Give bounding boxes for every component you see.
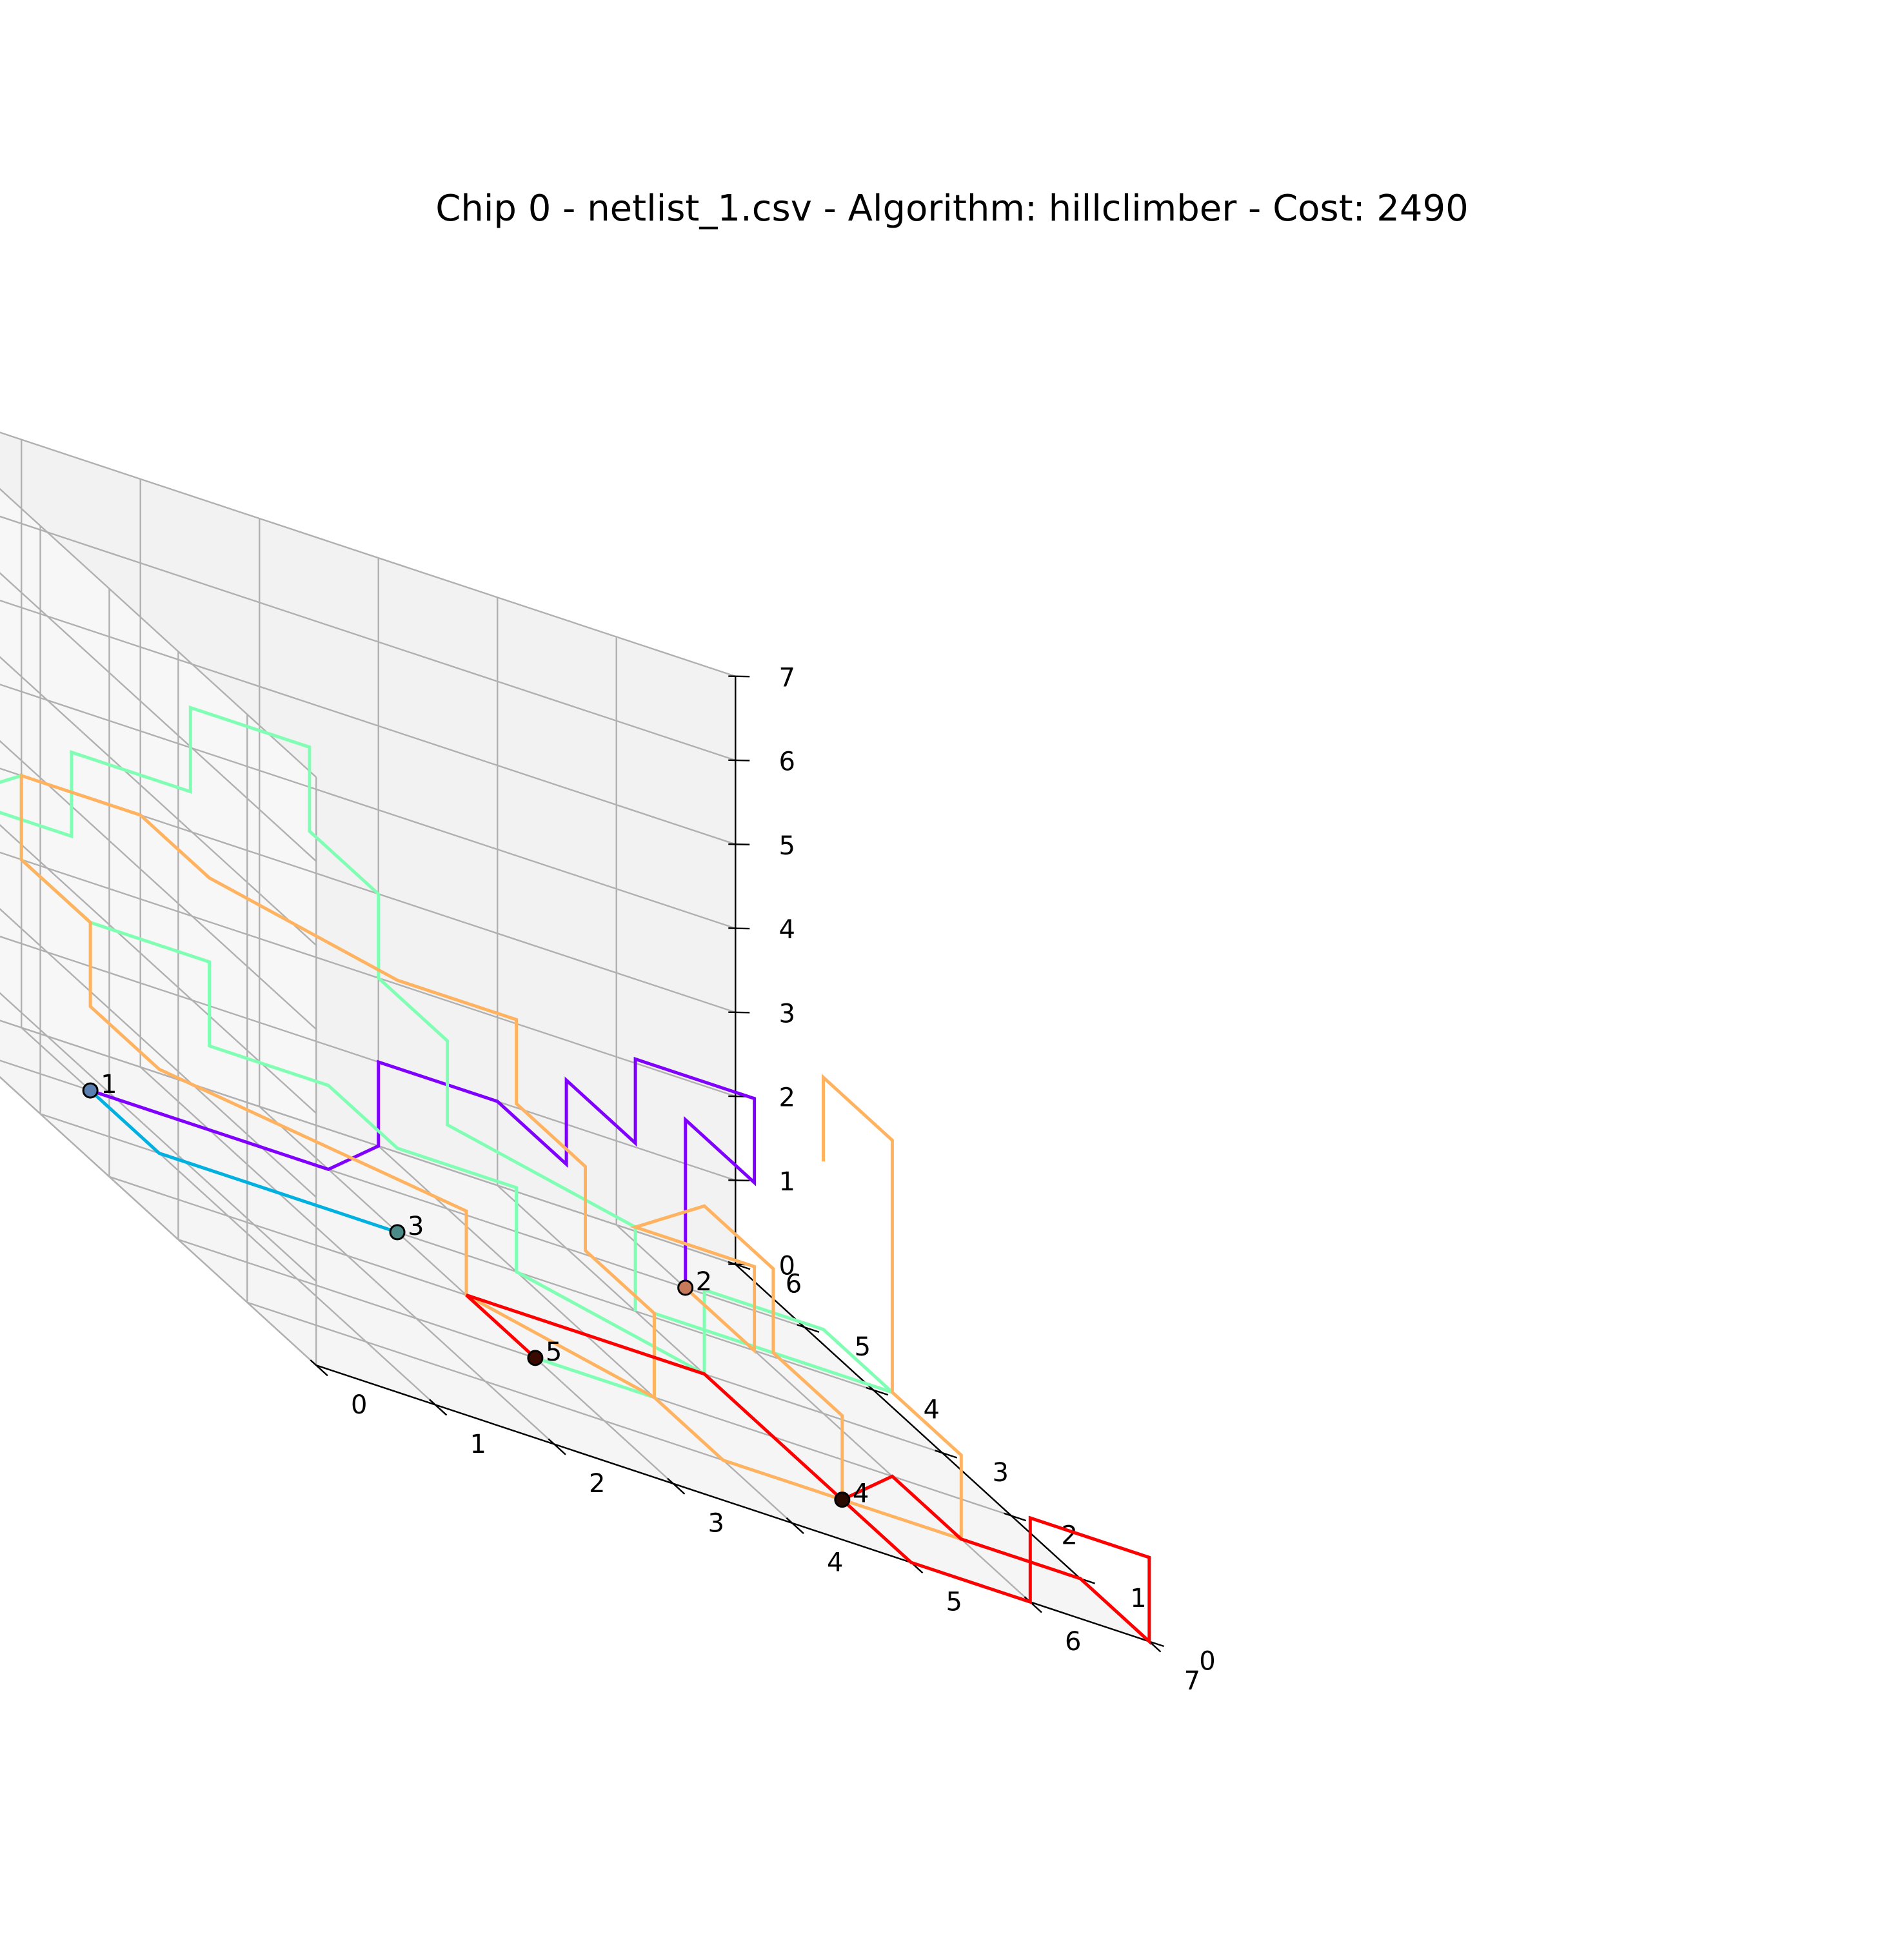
gate-point	[389, 1224, 406, 1241]
y-axis-tick-label: 1	[1130, 1584, 1146, 1613]
gate-label: 1	[101, 1070, 117, 1099]
z-axis-tick-label: 0	[779, 1251, 795, 1281]
grid-line	[0, 515, 736, 762]
chart-panes	[0, 432, 1149, 1642]
z-axis-tick	[728, 1011, 750, 1014]
x-axis-tick-label: 0	[351, 1390, 367, 1420]
gate-label: 5	[546, 1337, 562, 1367]
grid-line	[0, 740, 317, 1030]
z-axis-tick-label: 7	[779, 663, 795, 693]
y-axis-tick	[935, 1450, 958, 1459]
x-axis-tick-label: 4	[827, 1548, 843, 1578]
z-axis-tick	[728, 675, 750, 678]
wire-5	[465, 1294, 1151, 1646]
grid-line	[0, 656, 317, 946]
gate-points: 1 2 3 4 5	[82, 1070, 869, 1509]
grid-line	[0, 431, 736, 677]
gate-point	[834, 1492, 851, 1508]
chart-title: Chip 0 - netlist_1.csv - Algorithm: hill…	[435, 188, 1469, 230]
y-axis-tick	[728, 1261, 751, 1270]
y-axis-tick-label: 6	[786, 1270, 802, 1299]
x-axis-tick-label: 1	[470, 1430, 486, 1459]
y-axis-tick	[797, 1324, 820, 1333]
grid-line	[0, 1076, 317, 1366]
x-axis-tick	[667, 1477, 686, 1495]
wire-2	[90, 1056, 757, 1288]
grid-line	[0, 572, 317, 862]
x-axis-tick-label: 7	[1184, 1666, 1200, 1696]
wire-1	[89, 1089, 398, 1234]
grid-line	[0, 908, 317, 1198]
x-axis-tick-label: 5	[946, 1588, 962, 1617]
wire-series	[0, 705, 1151, 1646]
z-axis-tick-label: 5	[779, 831, 795, 861]
gate-label: 2	[696, 1267, 712, 1297]
grid-line	[0, 1019, 736, 1265]
x-axis-tick	[310, 1359, 328, 1377]
grid-line	[0, 936, 736, 1181]
z-axis-tick	[728, 927, 750, 930]
gate-point	[527, 1350, 544, 1366]
z-axis-tick	[728, 759, 750, 762]
y-axis-tick-label: 0	[1199, 1646, 1215, 1676]
gate-label: 4	[853, 1479, 869, 1509]
x-axis-tick-label: 2	[589, 1469, 605, 1499]
grid-line	[0, 599, 736, 845]
wire-4	[19, 773, 963, 1542]
y-axis-tick	[866, 1386, 889, 1396]
z-axis-tick-label: 1	[779, 1167, 795, 1197]
z-axis-tick-label: 4	[779, 915, 795, 945]
y-axis-tick-label: 4	[924, 1395, 940, 1425]
z-axis-tick-label: 2	[779, 1083, 795, 1113]
gate-point	[677, 1279, 694, 1296]
y-axis-tick-label: 2	[1061, 1521, 1077, 1550]
z-axis-tick-label: 6	[779, 747, 795, 777]
grid-line	[0, 488, 317, 778]
grid-line	[0, 823, 317, 1114]
x-axis-tick	[786, 1517, 804, 1534]
x-axis-tick	[548, 1438, 566, 1455]
gate-label: 3	[408, 1212, 424, 1241]
z-axis-tick	[728, 843, 750, 845]
grid-line	[0, 684, 736, 929]
x-axis-tick-label: 3	[708, 1508, 724, 1538]
z-axis-tick-label: 3	[779, 999, 795, 1029]
y-axis-tick	[1004, 1512, 1027, 1522]
grid-line	[0, 851, 736, 1098]
x-axis-tick-label: 6	[1065, 1627, 1081, 1657]
z-axis-tick	[728, 1179, 750, 1182]
y-axis-tick-label: 5	[855, 1332, 871, 1362]
gate-point	[82, 1082, 99, 1099]
x-axis-tick	[429, 1399, 448, 1416]
y-axis-tick-label: 3	[992, 1458, 1008, 1488]
grid-line	[0, 992, 317, 1282]
